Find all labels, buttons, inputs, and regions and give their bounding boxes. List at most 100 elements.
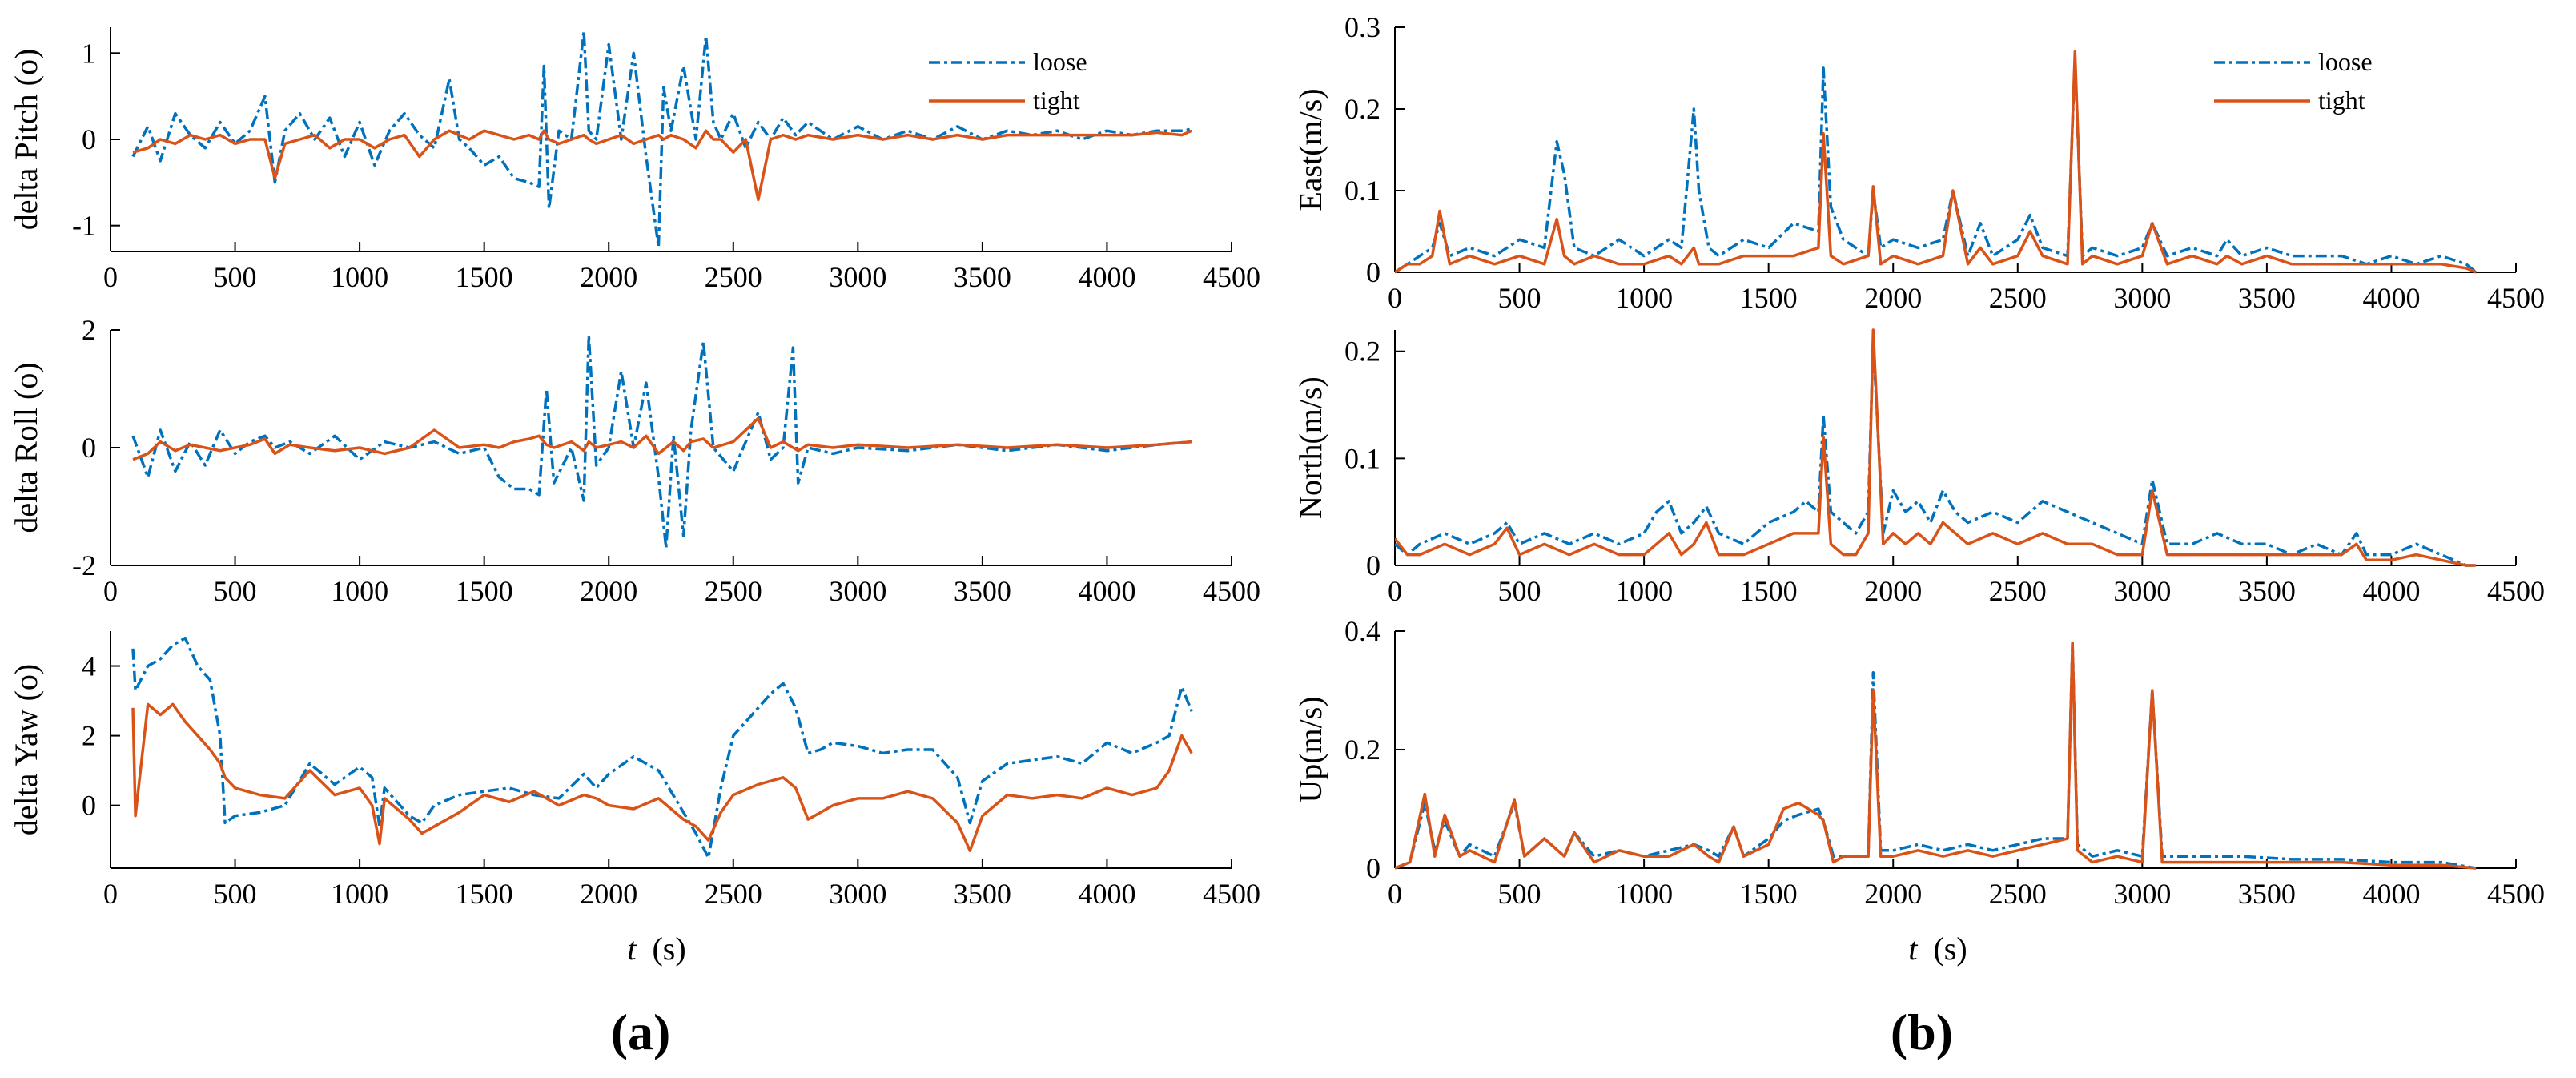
x-tick-label-yaw-4: 2000 <box>580 878 637 910</box>
x-tick-label-yaw-7: 3500 <box>954 878 1011 910</box>
y-tick-label-roll-1: 0 <box>82 432 96 464</box>
panel-label-a: (a) <box>611 1004 671 1060</box>
x-tick-label-north-4: 2000 <box>1864 575 1922 607</box>
x-tick-label-roll-6: 3000 <box>829 575 886 607</box>
y-tick-label-north-1: 0.1 <box>1344 442 1380 474</box>
series-tight-up <box>1395 642 2477 870</box>
series-tight-east <box>1395 50 2477 274</box>
x-tick-label-north-2: 1000 <box>1615 575 1673 607</box>
x-tick-label-east-9: 4500 <box>2487 282 2545 314</box>
chart-north: 0 500 1000 1500 2000 2500 3000 3500 4000 4500 0 0.1… <box>1292 328 2545 607</box>
x-tick-label-roll-5: 2500 <box>705 575 762 607</box>
legend-label-loose-east: loose <box>2318 47 2373 76</box>
chart-east: 0 500 1000 1500 2000 2500 3000 3500 4000 4500 0 0.1… <box>1292 11 2545 314</box>
x-tick-label-pitch-4: 2000 <box>580 261 637 293</box>
x-tick-label-east-3: 1500 <box>1740 282 1798 314</box>
x-tick-label-up-0: 0 <box>1388 878 1402 910</box>
plots-group: 0 500 1000 1500 2000 2500 3000 3500 4000 4500-101… <box>8 11 2545 910</box>
y-axis-label-pitch: delta Pitch (o) <box>8 49 44 231</box>
x-tick-label-up-1: 500 <box>1498 878 1541 910</box>
x-tick-label-pitch-1: 500 <box>214 261 257 293</box>
legend-pitch: loose tight <box>929 47 1087 115</box>
series-loose-north <box>1395 339 2477 567</box>
y-tick-label-up-0: 0 <box>1366 852 1380 884</box>
y-tick-label-east-1: 0.1 <box>1344 175 1380 207</box>
y-tick-label-east-3: 0.3 <box>1344 11 1380 43</box>
legend-label-tight-east: tight <box>2318 86 2365 115</box>
x-tick-label-yaw-5: 2500 <box>705 878 762 910</box>
series-loose-yaw <box>131 636 1193 859</box>
y-tick-label-pitch-1: 0 <box>82 123 96 155</box>
x-tick-label-pitch-5: 2500 <box>705 261 762 293</box>
legend-east: loose tight <box>2214 47 2373 115</box>
series-loose-roll <box>131 334 1192 549</box>
x-tick-label-east-4: 2000 <box>1864 282 1922 314</box>
x-tick-label-north-7: 3500 <box>2238 575 2296 607</box>
x-tick-label-roll-9: 4500 <box>1203 575 1260 607</box>
legend-label-loose-pitch: loose <box>1033 47 1087 76</box>
y-tick-label-yaw-2: 4 <box>82 650 96 682</box>
x-tick-label-pitch-6: 3000 <box>829 261 886 293</box>
x-tick-label-roll-1: 500 <box>214 575 257 607</box>
x-tick-label-yaw-1: 500 <box>214 878 257 910</box>
y-tick-label-pitch-0: -1 <box>72 210 96 242</box>
y-tick-label-north-2: 0.2 <box>1344 336 1380 368</box>
y-axis-label-roll: delta Roll (o) <box>8 362 44 533</box>
series-tight-roll <box>132 416 1192 461</box>
x-tick-label-east-5: 2500 <box>1989 282 2047 314</box>
x-tick-label-north-3: 1500 <box>1740 575 1798 607</box>
x-tick-label-north-8: 4000 <box>2362 575 2420 607</box>
x-tick-label-north-1: 500 <box>1498 575 1541 607</box>
y-tick-label-pitch-2: 1 <box>82 37 96 69</box>
x-tick-label-yaw-0: 0 <box>103 878 118 910</box>
chart-pitch: 0 500 1000 1500 2000 2500 3000 3500 4000 4500-101… <box>8 27 1260 293</box>
y-tick-label-north-0: 0 <box>1366 549 1380 581</box>
x-tick-label-yaw-2: 1000 <box>331 878 388 910</box>
x-tick-label-east-8: 4000 <box>2362 282 2420 314</box>
y-tick-label-yaw-1: 2 <box>82 720 96 752</box>
x-tick-label-east-7: 3500 <box>2238 282 2296 314</box>
y-tick-label-east-0: 0 <box>1366 256 1380 288</box>
series-loose-east <box>1395 58 2478 274</box>
x-tick-label-north-9: 4500 <box>2487 575 2545 607</box>
x-tick-label-up-3: 1500 <box>1740 878 1798 910</box>
series-loose-up <box>1395 642 2477 870</box>
x-tick-label-roll-8: 4000 <box>1078 575 1135 607</box>
x-tick-label-pitch-9: 4500 <box>1203 261 1260 293</box>
x-tick-label-pitch-7: 3500 <box>954 261 1011 293</box>
x-tick-label-yaw-8: 4000 <box>1078 878 1135 910</box>
legend-label-tight-pitch: tight <box>1033 86 1080 115</box>
panel-label-b: (b) <box>1891 1004 1953 1060</box>
y-axis-label-yaw: delta Yaw (o) <box>8 664 44 835</box>
y-tick-label-east-2: 0.2 <box>1344 93 1380 125</box>
x-tick-label-pitch-2: 1000 <box>331 261 388 293</box>
y-axis-label-north: North(m/s) <box>1292 376 1328 519</box>
x-tick-label-up-6: 3000 <box>2113 878 2171 910</box>
x-tick-label-north-6: 3000 <box>2113 575 2171 607</box>
chart-yaw: 0 500 1000 1500 2000 2500 3000 3500 4000 4500 0 2 4 d… <box>8 631 1260 910</box>
x-tick-label-pitch-3: 1500 <box>456 261 513 293</box>
y-axis-label-up: Up(m/s) <box>1292 696 1328 802</box>
x-tick-label-pitch-0: 0 <box>103 261 118 293</box>
y-tick-label-roll-2: 2 <box>82 314 96 346</box>
x-tick-label-up-4: 2000 <box>1864 878 1922 910</box>
x-tick-label-up-2: 1000 <box>1615 878 1673 910</box>
x-tick-label-yaw-9: 4500 <box>1203 878 1260 910</box>
x-tick-label-north-5: 2500 <box>1989 575 2047 607</box>
x-tick-label-east-6: 3000 <box>2113 282 2171 314</box>
x-tick-label-yaw-3: 1500 <box>456 878 513 910</box>
x-tick-label-up-8: 4000 <box>2362 878 2420 910</box>
y-axis-label-east: East(m/s) <box>1292 88 1328 211</box>
x-tick-label-up-5: 2500 <box>1989 878 2047 910</box>
x-tick-label-roll-4: 2000 <box>580 575 637 607</box>
x-tick-label-yaw-6: 3000 <box>829 878 886 910</box>
series-tight-north <box>1395 328 2477 567</box>
y-tick-label-up-1: 0.2 <box>1344 734 1380 766</box>
x-tick-label-east-2: 1000 <box>1615 282 1673 314</box>
x-tick-label-pitch-8: 4000 <box>1078 261 1135 293</box>
x-tick-label-north-0: 0 <box>1388 575 1402 607</box>
chart-roll: 0 500 1000 1500 2000 2500 3000 3500 4000 4500-202… <box>8 314 1260 607</box>
x-tick-label-roll-3: 1500 <box>456 575 513 607</box>
series-tight-yaw <box>131 702 1193 852</box>
